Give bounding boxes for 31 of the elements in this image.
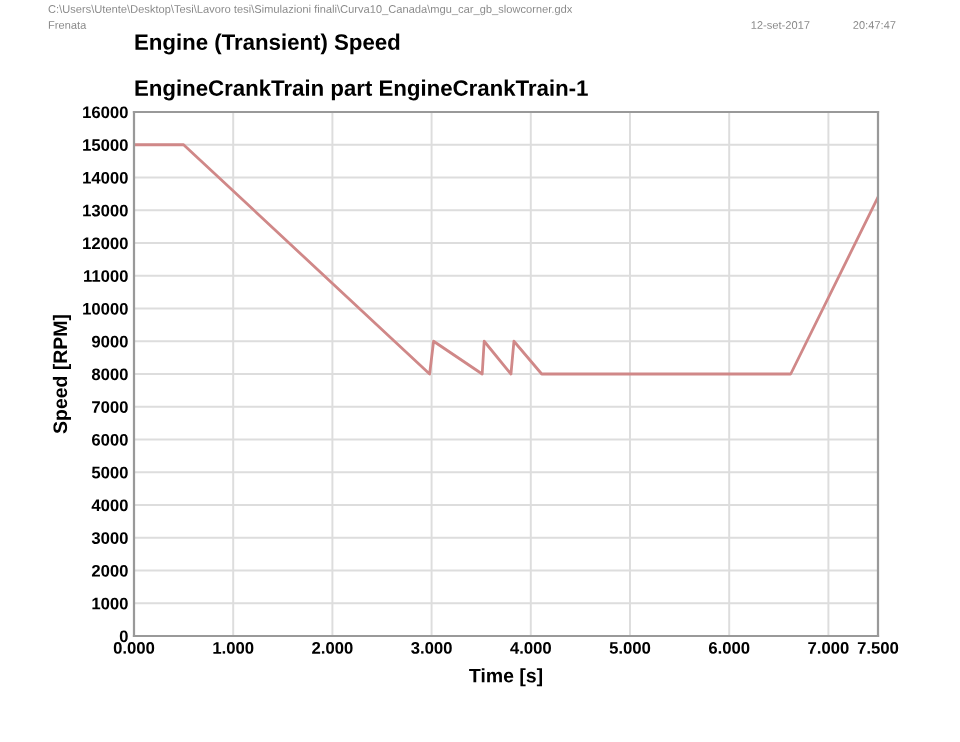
y-tick-label: 0 bbox=[119, 630, 128, 643]
y-tick-label: 5000 bbox=[91, 466, 128, 479]
chart-subtitle: EngineCrankTrain part EngineCrankTrain-1 bbox=[135, 79, 588, 101]
y-tick-label: 8000 bbox=[91, 368, 128, 381]
x-tick-label: 1.000 bbox=[213, 642, 254, 654]
x-tick-label: 5.000 bbox=[609, 642, 651, 654]
y-tick-label: 14000 bbox=[83, 171, 128, 184]
y-tick-label: 4000 bbox=[91, 499, 128, 512]
x-tick-label: 7.000 bbox=[808, 642, 849, 654]
y-axis-title: Speed [RPM] bbox=[52, 315, 71, 434]
y-tick-label: 1000 bbox=[92, 597, 128, 610]
x-tick-label: 2.000 bbox=[312, 642, 353, 654]
y-tick-label: 10000 bbox=[83, 302, 128, 315]
y-tick-label: 11000 bbox=[84, 270, 128, 282]
y-tick-label: 3000 bbox=[91, 532, 128, 544]
y-tick-label: 15000 bbox=[83, 139, 128, 151]
y-tick-label: 12000 bbox=[83, 237, 128, 250]
x-axis-title: Time [s] bbox=[469, 668, 543, 687]
line-series bbox=[134, 143, 878, 376]
chart-title: Engine (Transient) Speed bbox=[135, 33, 400, 55]
x-tick-label: 7.500 bbox=[857, 642, 899, 654]
y-tick-label: 16000 bbox=[83, 106, 128, 119]
x-tick-label: 3.000 bbox=[411, 642, 452, 654]
y-tick-label: 6000 bbox=[91, 433, 128, 446]
x-tick-label: 4.000 bbox=[510, 642, 551, 654]
y-tick-label: 13000 bbox=[83, 204, 128, 217]
x-tick-label: 0.000 bbox=[113, 642, 155, 654]
y-tick-label: 2000 bbox=[91, 564, 128, 577]
y-tick-label: 7000 bbox=[92, 401, 128, 413]
y-tick-label: 9000 bbox=[91, 335, 128, 348]
x-tick-label: 6.000 bbox=[708, 642, 750, 654]
